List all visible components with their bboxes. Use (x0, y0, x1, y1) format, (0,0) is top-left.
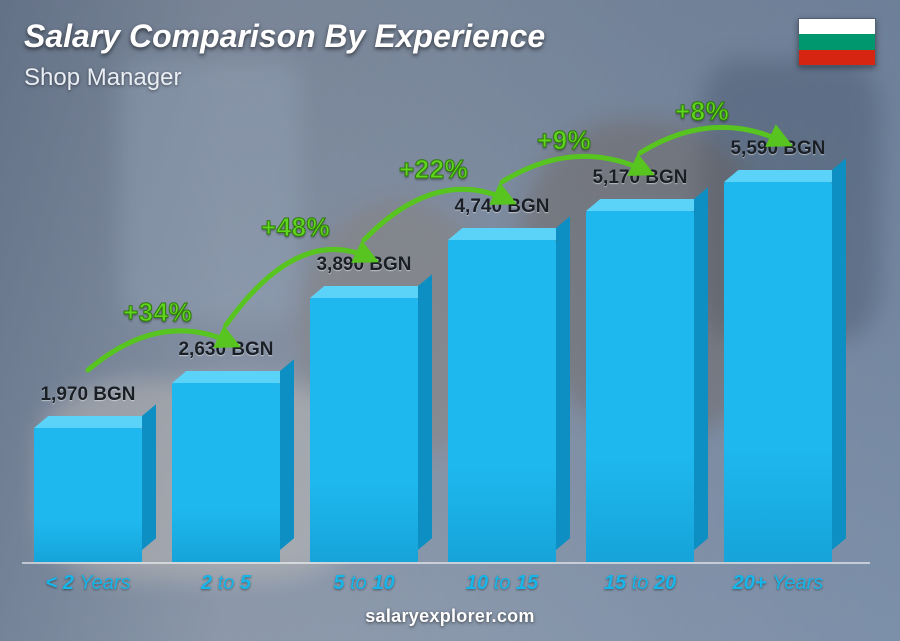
x-category-label: 10 to 15 (422, 572, 582, 595)
bar-value-label: 3,890 BGN (284, 254, 444, 276)
bar-value-label: 4,740 BGN (422, 196, 582, 218)
bar-side (556, 216, 570, 550)
bar (34, 428, 142, 562)
x-category-label: 20+ Years (698, 572, 858, 595)
bar (448, 240, 556, 562)
chart-subtitle: Shop Manager (24, 64, 181, 92)
bar-top (724, 170, 846, 182)
x-category-label: 2 to 5 (146, 572, 306, 595)
bar-face (448, 240, 556, 562)
chart-title: Salary Comparison By Experience (24, 18, 545, 55)
bar-face (310, 298, 418, 562)
bar-value-label: 5,590 BGN (698, 138, 858, 160)
percent-increase-label: +48% (261, 212, 330, 243)
footer-attribution: salaryexplorer.com (0, 606, 900, 627)
bar-face (724, 182, 832, 562)
flag-stripe (799, 19, 875, 34)
bar-side (280, 359, 294, 550)
bar-top (172, 371, 294, 383)
bar-side (418, 274, 432, 550)
bar (172, 383, 280, 562)
percent-increase-label: +22% (399, 154, 468, 185)
bar-chart: 1,970 BGN2,630 BGN3,890 BGN4,740 BGN5,17… (34, 128, 864, 562)
x-category-label: < 2 Years (8, 572, 168, 595)
infographic-canvas: Salary Comparison By Experience Shop Man… (0, 0, 900, 641)
x-category-label: 15 to 20 (560, 572, 720, 595)
bar-value-label: 1,970 BGN (8, 384, 168, 406)
flag-stripe (799, 34, 875, 49)
country-flag-bulgaria (798, 18, 876, 66)
percent-increase-label: +9% (537, 125, 591, 156)
flag-stripe (799, 50, 875, 65)
bar-side (142, 404, 156, 550)
bar (724, 182, 832, 562)
bar (310, 298, 418, 562)
percent-increase-label: +34% (123, 297, 192, 328)
chart-baseline (22, 562, 870, 564)
percent-increase-label: +8% (675, 96, 729, 127)
bar-value-label: 2,630 BGN (146, 339, 306, 361)
bar-top (34, 416, 156, 428)
bar-side (694, 187, 708, 550)
bar-side (832, 158, 846, 550)
bar-top (310, 286, 432, 298)
bar-face (34, 428, 142, 562)
bar-value-label: 5,170 BGN (560, 167, 720, 189)
bar-face (172, 383, 280, 562)
bar (586, 211, 694, 562)
x-category-label: 5 to 10 (284, 572, 444, 595)
bar-face (586, 211, 694, 562)
bar-top (586, 199, 708, 211)
bar-top (448, 228, 570, 240)
